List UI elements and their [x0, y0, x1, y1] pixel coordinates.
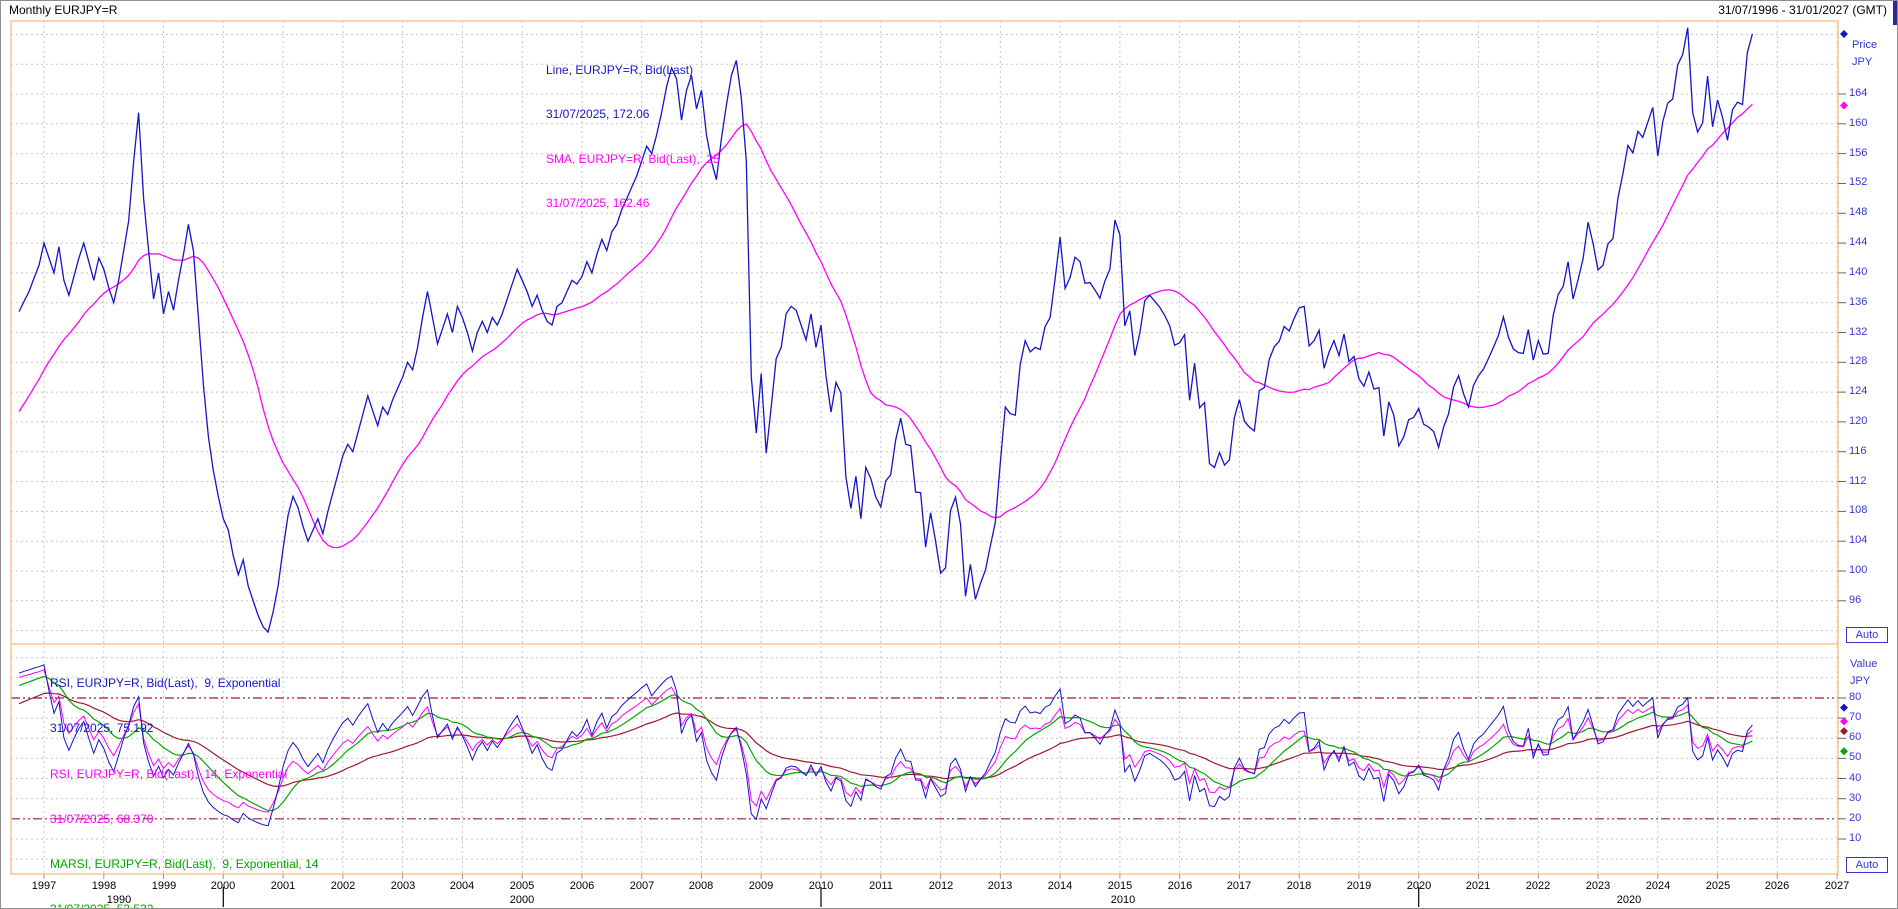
year-label: 2011 — [869, 880, 893, 892]
value-axis-label: 50 — [1849, 751, 1862, 763]
value-axis-label: 20 — [1849, 812, 1862, 824]
legend-line-rsi14-series: RSI, EURJPY=R, Bid(Last), 14, Exponentia… — [50, 766, 288, 781]
price-axis-unit: JPY — [1852, 56, 1873, 68]
year-label: 2023 — [1585, 880, 1611, 892]
year-label: 2015 — [1107, 880, 1133, 892]
year-label: 2018 — [1286, 880, 1312, 892]
year-label: 2000 — [210, 880, 236, 892]
year-label: 1998 — [91, 880, 117, 892]
rsi14-line — [18, 669, 1753, 813]
value-axis-title: Value — [1850, 658, 1878, 670]
year-label: 2004 — [449, 880, 475, 892]
price-axis-label: 100 — [1849, 564, 1868, 576]
value-axis-label: 30 — [1849, 792, 1862, 804]
chart-date-range: 31/07/1996 - 31/01/2027 (GMT) — [1718, 3, 1887, 17]
price-axis-label: 108 — [1849, 504, 1868, 516]
price-axis-label: 164 — [1849, 87, 1868, 99]
legend-line-price-value: 31/07/2025, 172.06 — [546, 107, 650, 122]
value-axis-unit: JPY — [1850, 675, 1871, 687]
value-marker-diamond — [1840, 703, 1848, 712]
year-label: 1997 — [31, 880, 57, 892]
decade-label: 2010 — [1110, 894, 1136, 906]
price-axis-label: 96 — [1849, 594, 1862, 606]
price-axis-label: 156 — [1849, 147, 1868, 159]
plot-border — [10, 20, 1839, 875]
year-label: 2016 — [1167, 880, 1193, 892]
legend-line-marsi9-value: 31/07/2025, 53.532 — [50, 902, 325, 908]
year-label: 2012 — [928, 880, 954, 892]
year-label: 2026 — [1764, 880, 1790, 892]
legend-line-rsi14-value: 31/07/2025, 68.370 — [50, 811, 154, 826]
price-axis-label: 104 — [1849, 534, 1868, 546]
value-axis-label: 60 — [1849, 731, 1862, 743]
value-axis[interactable] — [1839, 647, 1897, 874]
year-label: 2021 — [1465, 880, 1491, 892]
year-label: 2009 — [748, 880, 774, 892]
year-label: 2020 — [1406, 880, 1432, 892]
price-axis-label: 152 — [1849, 176, 1868, 188]
year-label: 2005 — [509, 880, 535, 892]
value-marker-diamond — [1840, 717, 1848, 726]
legend-line-price-series: Line, EURJPY=R, Bid(Last) — [546, 63, 694, 78]
legend-line-sma-value: 31/07/2025, 162.46 — [546, 195, 650, 210]
year-label: 2013 — [987, 880, 1013, 892]
year-label: 2002 — [330, 880, 356, 892]
legend-line-sma-series: SMA, EURJPY=R, Bid(Last), 25 — [546, 151, 720, 166]
year-label: 2019 — [1346, 880, 1372, 892]
window-edge-decoration — [1893, 1, 1897, 25]
decade-label: 2000 — [509, 894, 535, 906]
price-axis[interactable] — [1839, 21, 1897, 644]
price-axis-label: 112 — [1849, 475, 1867, 487]
decade-label: 2020 — [1616, 894, 1642, 906]
price-axis-title: Price — [1852, 39, 1878, 51]
price-axis-label: 136 — [1849, 296, 1868, 308]
price-line — [18, 27, 1754, 634]
year-label: 2027 — [1824, 880, 1850, 892]
legend-line-rsi9-value: 31/07/2025, 75.192 — [50, 721, 154, 736]
year-label: 2006 — [569, 880, 595, 892]
price-axis-label: 160 — [1849, 117, 1868, 129]
year-label: 2022 — [1525, 880, 1551, 892]
price-axis-label: 116 — [1849, 445, 1867, 457]
legend-line-rsi9-series: RSI, EURJPY=R, Bid(Last), 9, Exponential — [50, 676, 281, 691]
price-axis-label: 148 — [1849, 206, 1868, 218]
price-legend[interactable]: Line, EURJPY=R, Bid(Last) 31/07/2025, 17… — [546, 34, 720, 240]
year-label: 2014 — [1047, 880, 1073, 892]
value-axis-label: 70 — [1849, 711, 1862, 723]
price-marker-diamond — [1840, 101, 1848, 110]
year-label: 2008 — [688, 880, 714, 892]
year-label: 2001 — [270, 880, 296, 892]
chart-title: Monthly EURJPY=R — [9, 3, 118, 17]
value-marker-diamond — [1840, 727, 1848, 736]
price-axis-label: 128 — [1849, 355, 1868, 367]
year-label: 2007 — [629, 880, 655, 892]
rsi9-line — [18, 664, 1753, 827]
price-axis-label: 124 — [1849, 385, 1868, 397]
value-axis-label: 40 — [1849, 772, 1862, 784]
year-label: 1999 — [151, 880, 177, 892]
sma-line — [18, 103, 1753, 549]
price-axis-auto-button[interactable]: Auto — [1846, 627, 1888, 643]
value-axis-label: 80 — [1849, 691, 1862, 703]
decade-label: 1990 — [106, 894, 132, 906]
price-axis-label: 132 — [1849, 326, 1868, 338]
price-axis-label: 120 — [1849, 415, 1868, 427]
value-axis-auto-button[interactable]: Auto — [1846, 857, 1888, 873]
year-label: 2003 — [390, 880, 416, 892]
price-axis-label: 144 — [1849, 236, 1868, 248]
year-label: 2024 — [1645, 880, 1671, 892]
legend-line-marsi9-series: MARSI, EURJPY=R, Bid(Last), 9, Exponenti… — [50, 856, 319, 871]
value-marker-diamond — [1840, 747, 1848, 756]
marsi9-line — [18, 675, 1753, 812]
year-label: 2025 — [1705, 880, 1731, 892]
price-plot-area[interactable] — [11, 21, 1838, 644]
year-label: 2017 — [1226, 880, 1252, 892]
year-label: 2010 — [808, 880, 834, 892]
rsi-legend[interactable]: RSI, EURJPY=R, Bid(Last), 9, Exponential… — [50, 646, 325, 908]
value-axis-label: 10 — [1849, 832, 1862, 844]
price-axis-label: 140 — [1849, 266, 1868, 278]
price-marker-diamond — [1840, 29, 1848, 38]
